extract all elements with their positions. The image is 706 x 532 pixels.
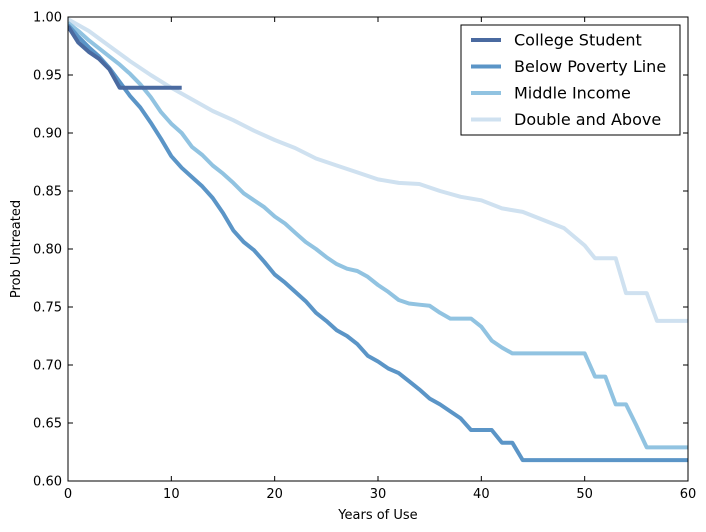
legend: College Student Below Poverty Line Middle …	[460, 24, 681, 136]
x-tick-label: 50	[576, 487, 593, 502]
y-tick-label: 0.65	[33, 417, 62, 432]
y-tick-label: 0.95	[33, 69, 62, 84]
y-tick-label: 0.90	[33, 127, 62, 142]
series-line-1	[68, 25, 182, 90]
x-tick-label: 0	[64, 487, 72, 502]
x-tick-label: 60	[680, 487, 697, 502]
x-tick-label: 20	[266, 487, 283, 502]
x-tick-label: 30	[370, 487, 387, 502]
series-line-2	[68, 23, 688, 463]
legend-label: Double and Above	[514, 110, 661, 129]
y-tick-label: 1.00	[33, 11, 62, 26]
series-line-4	[68, 17, 688, 323]
x-axis-label: Years of Use	[337, 508, 417, 523]
x-tick-label: 40	[473, 487, 490, 502]
y-tick-label: 0.70	[33, 359, 62, 374]
series-layer	[68, 17, 688, 463]
series-line-3	[68, 21, 688, 450]
ticks-layer: 0 10 20 30 40 50 60 0.60 0.65 0.70 0.75 0.80 0.85 0.9…	[33, 11, 696, 503]
y-tick-label: 0.80	[33, 243, 62, 258]
y-axis-label: Prob Untreated	[9, 200, 24, 298]
legend-label: Middle Income	[514, 84, 631, 103]
legend-box	[460, 24, 681, 136]
y-tick-label: 0.60	[33, 475, 62, 490]
legend-label: Below Poverty Line	[514, 57, 666, 76]
y-tick-label: 0.85	[33, 185, 62, 200]
y-tick-label: 0.75	[33, 301, 62, 316]
legend-label: College Student	[514, 31, 642, 50]
x-tick-label: 10	[163, 487, 180, 502]
